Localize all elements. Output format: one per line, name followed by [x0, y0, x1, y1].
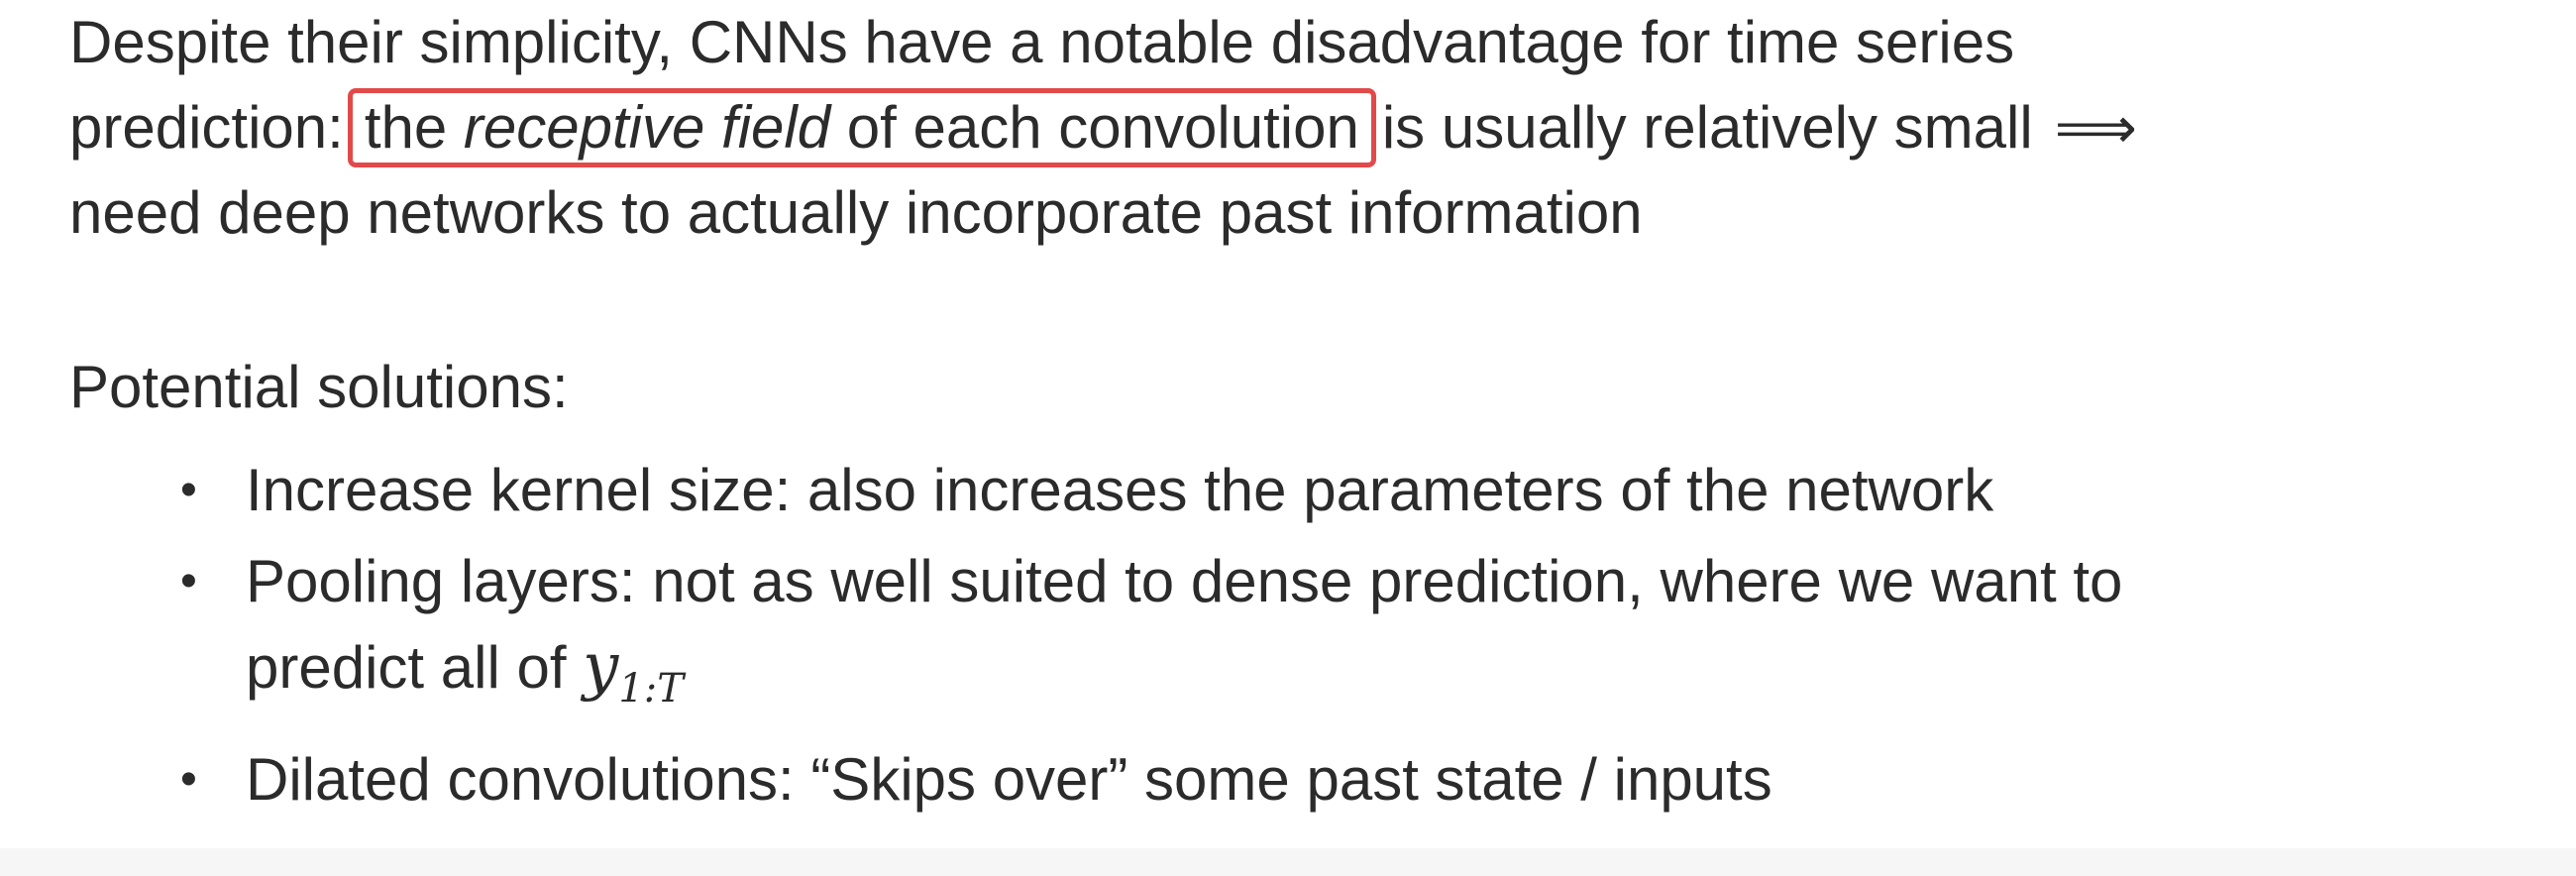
math-y-1-to-t: y1:T [583, 630, 684, 712]
math-subscript: 1:T [618, 666, 684, 712]
highlight-box: the receptive field of each convolution [347, 88, 1376, 167]
solutions-list: • Increase kernel size: also increases t… [180, 448, 2538, 828]
list-item-text-line-2: predict all of [246, 634, 567, 701]
paragraph-line-2: prediction: the receptive field of each c… [69, 85, 2137, 170]
math-variable: y [583, 630, 619, 704]
line-2-lead: prediction: [69, 94, 344, 161]
list-item-text: Dilated convolutions: “Skips over” some … [246, 746, 1772, 813]
implies-arrow-icon: ⟹ [2054, 94, 2137, 162]
solutions-heading: Potential solutions: [69, 354, 569, 420]
list-item: • Pooling layers: not as well suited to … [180, 539, 2538, 731]
bullet-icon: • [180, 555, 197, 607]
bullet-icon: • [180, 753, 197, 806]
list-item-text: Pooling layers: not as well suited to de… [246, 548, 2123, 614]
receptive-field-term: receptive field [463, 94, 831, 161]
list-item-text: Increase kernel size: also increases the… [246, 457, 1994, 523]
list-item: • Increase kernel size: also increases t… [180, 448, 2538, 533]
line-2-tail: is usually relatively small [1381, 94, 2033, 161]
highlight-pre: the [364, 94, 448, 161]
paragraph-line-3: need deep networks to actually incorpora… [69, 179, 1643, 246]
list-item: • Dilated convolutions: “Skips over” som… [180, 737, 2538, 822]
highlight-post: of each convolution [846, 94, 1359, 161]
paragraph-line-1: Despite their simplicity, CNNs have a no… [69, 9, 2015, 75]
bottom-strip [0, 848, 2576, 876]
bullet-icon: • [180, 464, 197, 516]
